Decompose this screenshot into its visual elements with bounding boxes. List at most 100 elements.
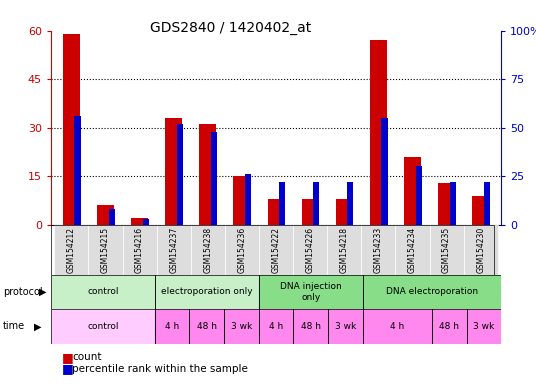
Text: 48 h: 48 h bbox=[301, 322, 321, 331]
Text: ■: ■ bbox=[62, 362, 73, 375]
FancyBboxPatch shape bbox=[259, 225, 293, 275]
Bar bbox=[415, 167, 422, 225]
Text: control: control bbox=[87, 287, 118, 296]
Bar bbox=[293, 309, 328, 344]
Bar bbox=[313, 182, 319, 225]
Bar bbox=[177, 124, 183, 225]
Bar bbox=[224, 309, 259, 344]
FancyBboxPatch shape bbox=[293, 225, 327, 275]
FancyBboxPatch shape bbox=[123, 225, 157, 275]
Text: GSM154233: GSM154233 bbox=[374, 227, 383, 273]
Bar bbox=[131, 218, 148, 225]
Bar bbox=[224, 309, 259, 344]
Text: count: count bbox=[72, 352, 102, 362]
FancyBboxPatch shape bbox=[225, 225, 259, 275]
Bar bbox=[279, 182, 285, 225]
Bar bbox=[51, 309, 155, 344]
Bar bbox=[432, 309, 466, 344]
Text: time: time bbox=[3, 321, 25, 331]
Text: electroporation only: electroporation only bbox=[161, 287, 252, 296]
Bar bbox=[293, 309, 328, 344]
Bar bbox=[233, 176, 250, 225]
Text: 3 wk: 3 wk bbox=[473, 322, 495, 331]
Bar bbox=[189, 309, 224, 344]
Bar bbox=[143, 219, 149, 225]
Bar bbox=[382, 118, 388, 225]
Bar bbox=[75, 116, 80, 225]
Bar bbox=[363, 309, 432, 344]
FancyBboxPatch shape bbox=[327, 225, 361, 275]
Text: ▶: ▶ bbox=[34, 321, 41, 331]
Bar bbox=[370, 40, 387, 225]
Text: GSM154222: GSM154222 bbox=[272, 227, 280, 273]
FancyBboxPatch shape bbox=[157, 225, 191, 275]
Bar bbox=[259, 309, 293, 344]
Text: GDS2840 / 1420402_at: GDS2840 / 1420402_at bbox=[150, 21, 311, 35]
Bar bbox=[259, 309, 293, 344]
Text: 48 h: 48 h bbox=[439, 322, 459, 331]
Bar bbox=[432, 309, 466, 344]
Bar bbox=[466, 309, 501, 344]
FancyBboxPatch shape bbox=[191, 225, 225, 275]
Bar bbox=[302, 199, 319, 225]
Bar bbox=[165, 118, 182, 225]
Text: GSM154235: GSM154235 bbox=[442, 227, 451, 273]
FancyBboxPatch shape bbox=[54, 225, 88, 275]
Text: 3 wk: 3 wk bbox=[334, 322, 356, 331]
Text: 4 h: 4 h bbox=[390, 322, 404, 331]
Bar bbox=[259, 275, 363, 309]
Bar bbox=[199, 124, 217, 225]
Text: GSM154236: GSM154236 bbox=[237, 227, 247, 273]
Text: GSM154237: GSM154237 bbox=[169, 227, 178, 273]
FancyBboxPatch shape bbox=[361, 225, 396, 275]
Bar bbox=[155, 309, 189, 344]
Bar bbox=[51, 309, 155, 344]
Bar bbox=[336, 199, 353, 225]
Bar bbox=[404, 157, 421, 225]
Text: GSM154226: GSM154226 bbox=[306, 227, 315, 273]
Bar bbox=[347, 182, 353, 225]
Text: 4 h: 4 h bbox=[165, 322, 179, 331]
Bar bbox=[450, 182, 456, 225]
FancyBboxPatch shape bbox=[396, 225, 429, 275]
Text: GSM154218: GSM154218 bbox=[340, 227, 349, 273]
Text: protocol: protocol bbox=[3, 287, 42, 297]
Bar bbox=[259, 275, 363, 309]
Bar bbox=[97, 205, 114, 225]
Text: GSM154234: GSM154234 bbox=[408, 227, 417, 273]
Text: control: control bbox=[87, 322, 118, 331]
Bar bbox=[211, 132, 217, 225]
Text: GSM154215: GSM154215 bbox=[101, 227, 110, 273]
Bar bbox=[328, 309, 363, 344]
Bar bbox=[245, 174, 251, 225]
Text: GSM154238: GSM154238 bbox=[203, 227, 212, 273]
Bar bbox=[51, 275, 155, 309]
Bar bbox=[155, 275, 259, 309]
Bar bbox=[363, 275, 501, 309]
Bar bbox=[155, 275, 259, 309]
Text: ■: ■ bbox=[62, 351, 73, 364]
Bar bbox=[109, 209, 115, 225]
Bar bbox=[484, 182, 490, 225]
Text: GSM154230: GSM154230 bbox=[476, 227, 485, 273]
Bar bbox=[189, 309, 224, 344]
Text: 48 h: 48 h bbox=[197, 322, 217, 331]
Bar bbox=[328, 309, 363, 344]
Bar bbox=[438, 183, 455, 225]
Text: GSM154216: GSM154216 bbox=[135, 227, 144, 273]
FancyBboxPatch shape bbox=[429, 225, 464, 275]
Bar bbox=[155, 309, 189, 344]
Text: GSM154212: GSM154212 bbox=[67, 227, 76, 273]
Bar bbox=[267, 199, 285, 225]
Text: ▶: ▶ bbox=[39, 287, 46, 297]
Bar bbox=[63, 34, 80, 225]
Bar bbox=[51, 275, 155, 309]
Text: 4 h: 4 h bbox=[269, 322, 283, 331]
Text: percentile rank within the sample: percentile rank within the sample bbox=[72, 364, 248, 374]
Bar bbox=[466, 309, 501, 344]
FancyBboxPatch shape bbox=[88, 225, 123, 275]
Bar bbox=[472, 195, 489, 225]
Text: DNA injection
only: DNA injection only bbox=[280, 282, 341, 301]
Text: 3 wk: 3 wk bbox=[231, 322, 252, 331]
Bar bbox=[363, 309, 432, 344]
